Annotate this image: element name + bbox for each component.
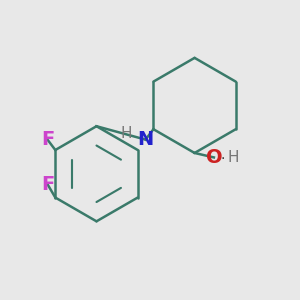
Text: F: F <box>41 175 54 194</box>
Text: O: O <box>206 148 222 167</box>
Text: N: N <box>137 130 154 149</box>
Text: H: H <box>227 150 239 165</box>
Text: H: H <box>121 126 132 141</box>
Text: F: F <box>41 130 54 149</box>
Text: ·: · <box>220 152 224 166</box>
